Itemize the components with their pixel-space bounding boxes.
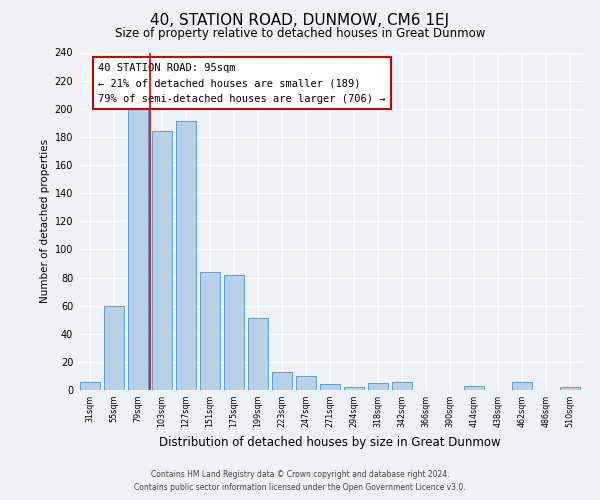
X-axis label: Distribution of detached houses by size in Great Dunmow: Distribution of detached houses by size …: [159, 436, 501, 448]
Bar: [464, 386, 484, 390]
Bar: [152, 131, 172, 390]
Bar: [368, 383, 388, 390]
Bar: [224, 274, 244, 390]
Bar: [320, 384, 340, 390]
Bar: [104, 306, 124, 390]
Bar: [560, 387, 580, 390]
Bar: [296, 376, 316, 390]
Text: Size of property relative to detached houses in Great Dunmow: Size of property relative to detached ho…: [115, 28, 485, 40]
Bar: [176, 122, 196, 390]
Text: Contains HM Land Registry data © Crown copyright and database right 2024.
Contai: Contains HM Land Registry data © Crown c…: [134, 470, 466, 492]
Text: 40 STATION ROAD: 95sqm
← 21% of detached houses are smaller (189)
79% of semi-de: 40 STATION ROAD: 95sqm ← 21% of detached…: [98, 62, 386, 104]
Bar: [392, 382, 412, 390]
Bar: [344, 387, 364, 390]
Bar: [272, 372, 292, 390]
Bar: [80, 382, 100, 390]
Bar: [248, 318, 268, 390]
Y-axis label: Number of detached properties: Number of detached properties: [40, 139, 50, 304]
Text: 40, STATION ROAD, DUNMOW, CM6 1EJ: 40, STATION ROAD, DUNMOW, CM6 1EJ: [151, 12, 449, 28]
Bar: [512, 382, 532, 390]
Bar: [200, 272, 220, 390]
Bar: [128, 106, 148, 390]
